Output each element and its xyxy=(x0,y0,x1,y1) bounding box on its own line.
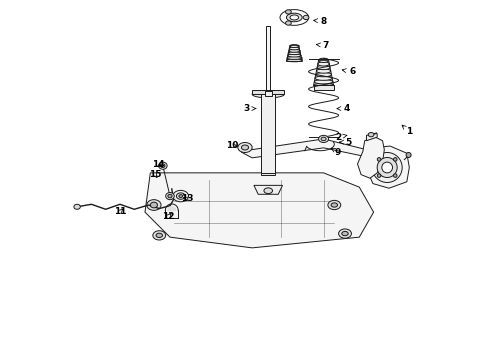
Text: 9: 9 xyxy=(331,148,341,157)
Ellipse shape xyxy=(316,72,331,77)
Ellipse shape xyxy=(252,91,284,98)
Ellipse shape xyxy=(318,62,329,66)
Text: 3: 3 xyxy=(244,104,256,113)
Ellipse shape xyxy=(280,10,309,25)
Polygon shape xyxy=(358,137,384,178)
Text: 11: 11 xyxy=(115,207,127,216)
Text: 13: 13 xyxy=(181,194,194,203)
Text: 4: 4 xyxy=(337,104,350,113)
Ellipse shape xyxy=(290,47,299,50)
Ellipse shape xyxy=(377,157,397,177)
Ellipse shape xyxy=(166,193,174,200)
Polygon shape xyxy=(254,185,283,194)
Text: 15: 15 xyxy=(149,170,161,179)
Ellipse shape xyxy=(286,10,291,14)
Ellipse shape xyxy=(331,203,338,207)
Ellipse shape xyxy=(264,188,272,194)
Ellipse shape xyxy=(287,13,302,22)
Text: 12: 12 xyxy=(162,212,174,221)
Ellipse shape xyxy=(238,143,252,153)
Ellipse shape xyxy=(318,58,329,63)
Bar xyxy=(266,26,270,93)
Text: 14: 14 xyxy=(152,160,165,169)
Ellipse shape xyxy=(368,132,374,137)
Ellipse shape xyxy=(317,65,330,69)
Ellipse shape xyxy=(393,158,397,161)
Ellipse shape xyxy=(287,59,302,62)
Bar xyxy=(252,90,284,94)
Ellipse shape xyxy=(153,231,166,240)
Ellipse shape xyxy=(314,80,333,84)
Ellipse shape xyxy=(159,162,167,169)
Ellipse shape xyxy=(318,135,329,143)
Ellipse shape xyxy=(168,194,172,198)
Polygon shape xyxy=(242,139,367,158)
Ellipse shape xyxy=(286,21,291,25)
Ellipse shape xyxy=(287,57,301,59)
Ellipse shape xyxy=(161,164,165,167)
Text: 10: 10 xyxy=(226,141,239,150)
Ellipse shape xyxy=(288,54,301,57)
Ellipse shape xyxy=(372,153,402,183)
Bar xyxy=(265,91,272,96)
Polygon shape xyxy=(368,146,409,188)
Ellipse shape xyxy=(406,153,411,157)
Ellipse shape xyxy=(179,195,182,198)
Ellipse shape xyxy=(339,229,351,238)
Ellipse shape xyxy=(342,231,348,236)
Ellipse shape xyxy=(156,233,163,238)
Polygon shape xyxy=(168,207,175,210)
Ellipse shape xyxy=(242,145,248,150)
Ellipse shape xyxy=(377,158,381,161)
Ellipse shape xyxy=(290,45,298,48)
Text: 1: 1 xyxy=(402,125,413,136)
Ellipse shape xyxy=(315,76,332,80)
Ellipse shape xyxy=(176,193,185,199)
Ellipse shape xyxy=(147,200,161,210)
Bar xyxy=(261,171,275,175)
Ellipse shape xyxy=(290,15,298,20)
Text: 5: 5 xyxy=(340,138,352,147)
Bar xyxy=(261,93,275,173)
Ellipse shape xyxy=(288,52,300,55)
Ellipse shape xyxy=(289,49,300,52)
Ellipse shape xyxy=(173,190,189,202)
Ellipse shape xyxy=(382,162,392,173)
Text: 2: 2 xyxy=(335,132,347,141)
Ellipse shape xyxy=(317,69,331,73)
Ellipse shape xyxy=(303,15,309,19)
Ellipse shape xyxy=(74,204,80,209)
Text: 6: 6 xyxy=(342,67,355,76)
Ellipse shape xyxy=(321,137,326,141)
Text: 7: 7 xyxy=(317,41,329,50)
Ellipse shape xyxy=(314,83,334,87)
Ellipse shape xyxy=(377,174,381,177)
Ellipse shape xyxy=(393,174,397,177)
Polygon shape xyxy=(367,134,377,141)
Text: 8: 8 xyxy=(314,17,327,26)
Ellipse shape xyxy=(150,202,157,208)
Bar xyxy=(314,85,334,90)
Ellipse shape xyxy=(328,201,341,210)
Polygon shape xyxy=(145,173,373,248)
